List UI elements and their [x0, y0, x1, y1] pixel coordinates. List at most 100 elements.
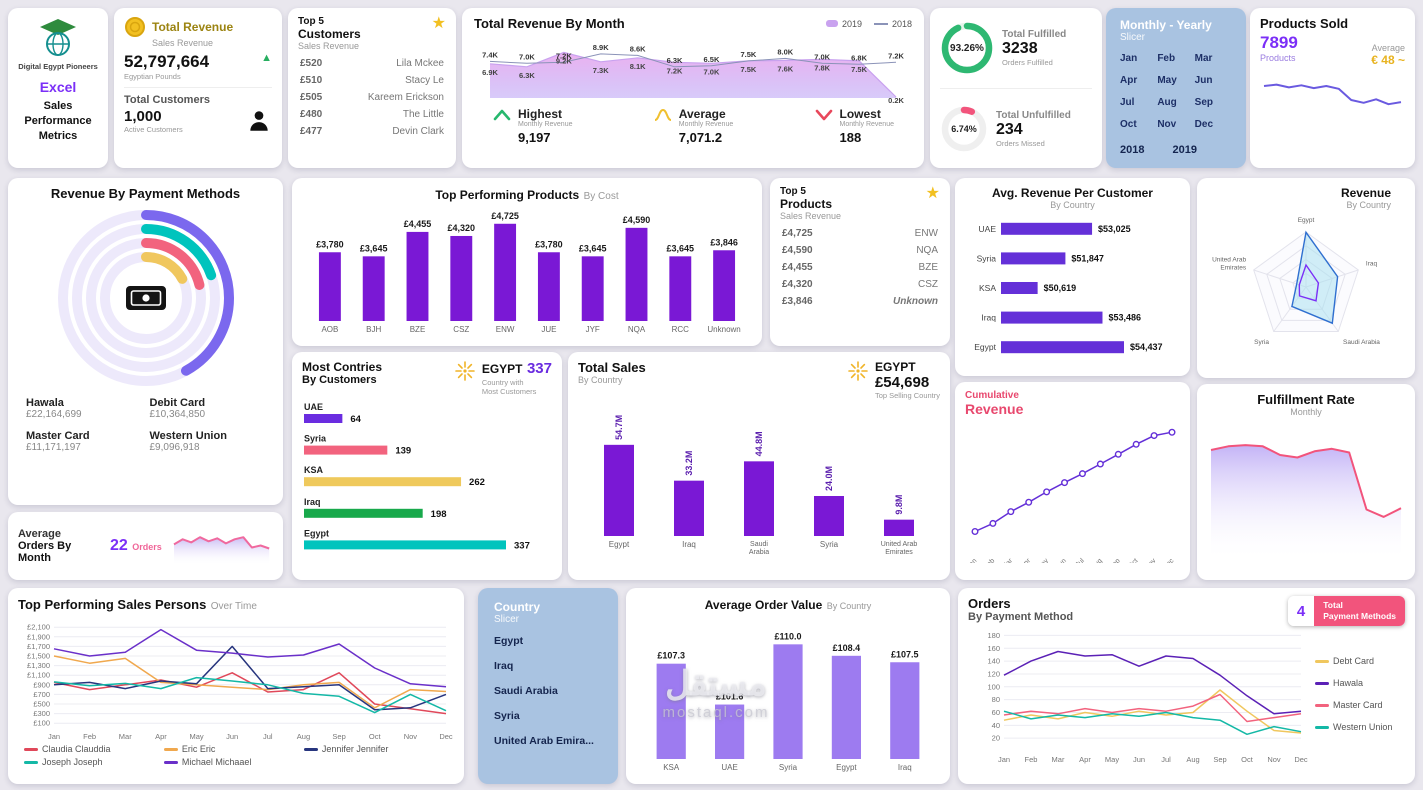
svg-text:7.0K: 7.0K: [814, 52, 830, 61]
legend-item-western-union[interactable]: Western Union: [1315, 722, 1405, 732]
revenue-by-country-radar-card: Revenue By Country Egypt Iraq Saudi Arabia…: [1197, 178, 1415, 378]
legend-item-michael[interactable]: Michael Michaael: [163, 757, 304, 767]
unfulfilled-gauge-chart[interactable]: 6.74%: [940, 105, 988, 153]
orders-by-payment-chart[interactable]: 180 160 140 120 100 80 60 40 20 Jan Feb Mar Apr May Ju…: [968, 623, 1309, 765]
slicer-month-feb[interactable]: Feb: [1157, 53, 1176, 64]
legend-item-debit-card[interactable]: Debit Card £10,364,850: [150, 397, 266, 420]
payment-methods-count-badge: 4 Total Payment Methods: [1287, 596, 1405, 627]
stat-sublabel: Monthly Revenue: [839, 121, 894, 128]
svg-text:£1,100: £1,100: [27, 671, 50, 680]
svg-text:7.0K: 7.0K: [519, 52, 535, 61]
legend-item-master-card[interactable]: Master Card £11,171,197: [26, 430, 142, 453]
slicer-year-2018[interactable]: 2018: [1120, 144, 1145, 156]
slicer-country-egypt[interactable]: Egypt: [494, 635, 524, 647]
sales-persons-chart[interactable]: £2,100£1,900£1,700£1,500£1,300£1,100£900…: [18, 614, 454, 742]
svg-text:54.7M: 54.7M: [614, 415, 624, 440]
svg-text:7.5K: 7.5K: [851, 65, 867, 74]
sales-persons-title: Top Performing Sales Persons: [18, 597, 207, 612]
slicer-month-jun[interactable]: Jun: [1194, 75, 1213, 86]
svg-text:6.9K: 6.9K: [482, 68, 498, 77]
product-name: Unknown: [893, 296, 938, 307]
svg-text:Mar: Mar: [119, 732, 132, 741]
total-revenue-unit: Egyptian Pounds: [124, 72, 181, 81]
legend-item-joseph[interactable]: Joseph Joseph: [24, 757, 164, 767]
fulfillment-rate-chart[interactable]: [1207, 423, 1405, 563]
legend-item-western-union[interactable]: Western Union £9,096,918: [150, 430, 266, 453]
legend-item-2019[interactable]: 2019: [825, 19, 862, 29]
svg-text:KSA: KSA: [663, 763, 680, 772]
slicer-month-dec[interactable]: Dec: [1194, 119, 1214, 130]
revenue-by-month-chart[interactable]: 7.4K 7.0K 7.2K 8.9K 8.6K 6.3K 6.5K 7.5K 8.0K 7.0K…: [474, 31, 912, 105]
slicer-month-jul[interactable]: Jul: [1120, 97, 1135, 108]
slicer-year-2019[interactable]: 2019: [1172, 144, 1197, 156]
svg-text:Egypt: Egypt: [1298, 217, 1315, 224]
unfulfilled-value: 234: [996, 121, 1023, 138]
svg-text:£3,645: £3,645: [360, 243, 388, 253]
avg-revenue-per-customer-chart[interactable]: UAE $53,025 Syria $51,847 KSA $50,619 Iraq $53,…: [965, 214, 1180, 362]
svg-text:Sep: Sep: [1108, 557, 1122, 563]
legend-label: Joseph Joseph: [42, 757, 103, 767]
avg-order-value-subtitle: By Country: [826, 601, 872, 611]
payment-methods-rings-chart[interactable]: [56, 205, 236, 391]
legend-item-hawala[interactable]: Hawala: [1315, 678, 1405, 688]
svg-text:JYF: JYF: [586, 325, 600, 334]
avg-order-value-chart[interactable]: £107.3 KSA £101.6 UAE £110.0 Syria £108.4 Egypt…: [636, 614, 940, 774]
customers-by-country-chart[interactable]: UAE 64 Syria 139 KSA 262 Iraq 198 Egypt 337: [302, 400, 552, 558]
fulfilled-gauge-chart[interactable]: 93.26%: [940, 21, 994, 75]
avg-revenue-title: Avg. Revenue Per Customer: [992, 186, 1153, 200]
customers-by-country-card: Most Contries By Customers EGYPT 337 Cou…: [292, 352, 562, 580]
legend-item-2018[interactable]: 2018: [873, 19, 912, 29]
svg-text:RCC: RCC: [672, 325, 690, 334]
slicer-month-mar[interactable]: Mar: [1194, 53, 1213, 64]
legend-item-claudia[interactable]: Claudia Clauddia: [24, 744, 164, 754]
legend-label: Western Union: [1333, 722, 1393, 732]
top-products-list-card: Top 5 Products Sales Revenue ★ £4,725 ENW…: [770, 178, 950, 346]
product-amount: £4,455: [782, 262, 813, 273]
avg-orders-title2: Orders By Month: [18, 540, 72, 564]
slicer-country-saudi-arabia[interactable]: Saudi Arabia: [494, 685, 558, 697]
svg-text:8.1K: 8.1K: [630, 62, 646, 71]
star-icon: ★: [431, 15, 446, 32]
svg-text:Oct: Oct: [369, 732, 382, 741]
svg-text:£500: £500: [33, 700, 50, 709]
slicer-country-uae[interactable]: United Arab Emira...: [494, 735, 594, 747]
org-name: Digital Egypt Pioneers: [18, 62, 98, 71]
slicer-month-may[interactable]: May: [1157, 75, 1177, 86]
revenue-by-country-radar-chart[interactable]: Egypt Iraq Saudi Arabia Syria United ArabEmi…: [1207, 210, 1405, 360]
fulfillment-rate-card: Fulfillment Rate Monthly: [1197, 384, 1415, 580]
legend-item-eric[interactable]: Eric Eric: [163, 744, 304, 754]
legend-item-debt-card[interactable]: Debt Card: [1315, 656, 1405, 666]
top-products-chart[interactable]: £3,780 AOB £3,645 BJH £4,455 BZE £4,320 CSZ £4,7…: [302, 204, 752, 336]
slicer-country-syria[interactable]: Syria: [494, 710, 520, 722]
fireworks-icon: [455, 361, 475, 381]
slicer-month-aug[interactable]: Aug: [1157, 97, 1177, 108]
legend-item-master-card[interactable]: Master Card: [1315, 700, 1405, 710]
payment-methods-legend: Hawala £22,164,699 Debit Card £10,364,850 …: [18, 393, 273, 457]
top-products-title: Top Performing Products: [435, 188, 580, 202]
customer-name: Lila Mckee: [396, 58, 444, 69]
trend-up-icon: ▲: [261, 52, 272, 64]
avg-orders-trend-chart[interactable]: [170, 523, 273, 569]
sales-persons-card: Top Performing Sales Persons Over Time £…: [8, 588, 464, 784]
cumulative-title: Cumulative: [965, 390, 1019, 401]
slicer-country-iraq[interactable]: Iraq: [494, 660, 514, 672]
slicer-month-sep[interactable]: Sep: [1194, 97, 1213, 108]
slicer-month-oct[interactable]: Oct: [1120, 119, 1137, 130]
legend-item-jennifer[interactable]: Jennifer Jennifer: [303, 744, 444, 754]
highlight-sub2: Most Customers: [481, 387, 537, 396]
slicer-month-apr[interactable]: Apr: [1120, 75, 1138, 86]
chevron-down-icon: [815, 109, 832, 121]
svg-text:Dec: Dec: [439, 732, 453, 741]
products-sold-trend-chart[interactable]: [1260, 73, 1405, 125]
legend-swatch: [1315, 703, 1329, 707]
badge-label-1: Total: [1323, 600, 1343, 610]
slicer-month-nov[interactable]: Nov: [1157, 119, 1177, 130]
legend-item-hawala[interactable]: Hawala £22,164,699: [26, 397, 142, 420]
svg-text:Jul: Jul: [263, 732, 273, 741]
badge-value: 4: [1287, 596, 1315, 627]
stat-sublabel: Monthly Revenue: [518, 121, 573, 128]
slicer-month-jan[interactable]: Jan: [1120, 53, 1138, 64]
payment-name: Western Union: [149, 430, 227, 442]
